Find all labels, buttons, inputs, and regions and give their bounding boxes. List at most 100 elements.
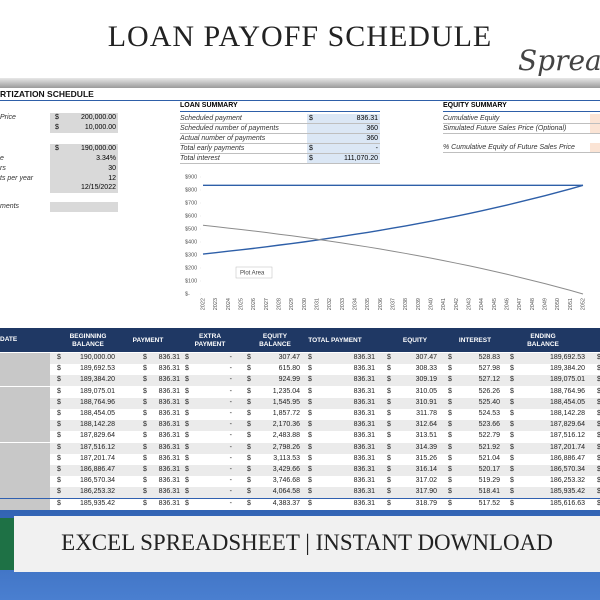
summary-label: Scheduled number of payments xyxy=(180,125,279,132)
date-cell xyxy=(0,453,50,465)
table-cell: 836.31 xyxy=(158,499,180,507)
table-cell: - xyxy=(229,398,232,406)
currency: $ xyxy=(57,477,61,485)
currency: $ xyxy=(597,488,600,496)
currency: $ xyxy=(185,488,189,496)
table-header: BEGINNING BALANCE xyxy=(69,333,107,348)
currency: $ xyxy=(57,376,61,384)
summary-underline xyxy=(180,123,380,124)
summary-cell xyxy=(307,144,380,153)
currency: $ xyxy=(597,466,600,473)
table-row-bg xyxy=(0,420,600,432)
table-cell: 836.31 xyxy=(158,387,180,395)
table-cell: 188,454.05 xyxy=(549,398,585,406)
y-tick-label: $800 xyxy=(185,187,197,193)
y-tick-label: $600 xyxy=(185,213,197,219)
table-cell: - xyxy=(229,432,232,440)
currency: $ xyxy=(185,398,189,406)
date-cell xyxy=(0,364,50,376)
currency: $ xyxy=(387,432,391,440)
table-cell: 315.26 xyxy=(415,454,437,462)
x-tick-label: 2038 xyxy=(403,298,409,310)
currency: $ xyxy=(597,365,600,373)
table-cell: 2,798.26 xyxy=(272,443,300,451)
table-cell: 187,516.12 xyxy=(549,432,585,440)
table-row-bg xyxy=(0,364,600,376)
table-header: PAYMENT xyxy=(132,337,164,344)
currency: $ xyxy=(308,376,312,384)
table-cell: 2,170.36 xyxy=(272,421,300,429)
date-cell xyxy=(0,431,50,443)
table-header: DATE xyxy=(0,336,18,343)
date-cell xyxy=(0,420,50,432)
currency: $ xyxy=(247,354,251,361)
currency: $ xyxy=(247,376,251,384)
summary-underline xyxy=(443,152,600,153)
currency: $ xyxy=(143,477,147,485)
page-title: LOAN PAYOFF SCHEDULE xyxy=(107,20,493,53)
currency: $ xyxy=(308,432,312,440)
currency: $ xyxy=(143,488,147,496)
input-value: 200,000.00 xyxy=(80,114,116,121)
currency: $ xyxy=(185,354,189,361)
summary-underline xyxy=(180,133,380,134)
summary-underline xyxy=(180,143,380,144)
currency: $ xyxy=(448,376,452,384)
x-tick-label: 2023 xyxy=(213,298,219,310)
currency: $ xyxy=(597,454,600,462)
date-cell xyxy=(0,353,50,364)
summary-label: % Cumulative Equity of Future Sales Pric… xyxy=(443,144,575,151)
currency: $ xyxy=(57,466,61,473)
table-cell: - xyxy=(229,466,232,473)
currency: $ xyxy=(308,365,312,373)
series-line xyxy=(202,224,584,295)
currency: $ xyxy=(57,443,61,451)
input-label: e xyxy=(0,155,4,162)
table-header: EXTRA PAYMENT xyxy=(194,333,226,348)
summary-underline xyxy=(443,133,600,134)
table-cell: 836.31 xyxy=(158,398,180,406)
table-cell: 521.92 xyxy=(478,443,500,451)
x-tick-label: 2046 xyxy=(504,298,510,310)
table-cell: 836.31 xyxy=(158,477,180,485)
currency: $ xyxy=(308,454,312,462)
table-cell: 836.31 xyxy=(158,443,180,451)
currency: $ xyxy=(143,387,147,395)
y-tick-label: $- xyxy=(185,291,190,297)
summary-underline xyxy=(180,153,380,154)
currency: $ xyxy=(247,454,251,462)
table-row-bg xyxy=(0,431,600,443)
table-cell: 187,201.74 xyxy=(549,443,585,451)
x-tick-label: 2047 xyxy=(517,298,523,310)
x-tick-label: 2040 xyxy=(428,298,434,310)
table-row-bg xyxy=(0,487,600,499)
currency: $ xyxy=(387,443,391,451)
table-row-bg xyxy=(0,386,600,398)
x-tick-label: 2052 xyxy=(580,298,586,310)
input-cell xyxy=(50,113,118,123)
input-value: 190,000.00 xyxy=(80,145,116,152)
currency: $ xyxy=(510,387,514,395)
currency: $ xyxy=(309,145,313,152)
table-cell: 310.05 xyxy=(415,387,437,395)
table-cell: 189,075.01 xyxy=(549,376,585,384)
table-cell: 836.31 xyxy=(353,454,375,462)
x-tick-label: 2050 xyxy=(555,298,561,310)
table-cell: 318.79 xyxy=(415,499,437,507)
header-bg xyxy=(0,0,600,80)
summary-cell xyxy=(590,114,600,123)
table-cell: 186,886.47 xyxy=(79,466,115,473)
table-cell: 836.31 xyxy=(158,488,180,496)
currency: $ xyxy=(143,454,147,462)
summary-rule xyxy=(443,111,600,112)
table-cell: - xyxy=(229,454,232,462)
summary-label: Simulated Future Sales Price (Optional) xyxy=(443,125,567,132)
currency: $ xyxy=(143,466,147,473)
summary-value: - xyxy=(375,145,378,152)
table-cell: 836.31 xyxy=(353,421,375,429)
currency: $ xyxy=(185,421,189,429)
currency: $ xyxy=(185,365,189,373)
currency: $ xyxy=(57,410,61,417)
currency: $ xyxy=(143,421,147,429)
